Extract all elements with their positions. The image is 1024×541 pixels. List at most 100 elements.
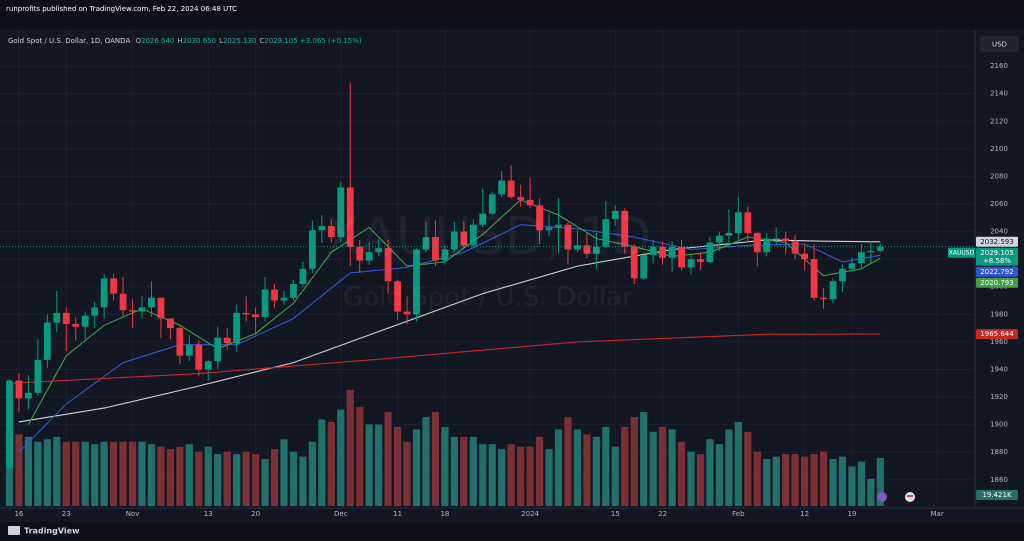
candle-body (574, 245, 581, 250)
candle-body (876, 246, 884, 251)
x-tick-label: 22 (658, 510, 667, 518)
candle-body (791, 241, 799, 254)
candle-body (488, 194, 496, 214)
volume-bar (460, 436, 468, 506)
volume-bar (346, 389, 354, 506)
candle-body (166, 318, 174, 329)
x-tick-label: 16 (14, 510, 23, 518)
candle-body (526, 199, 534, 206)
candle-body (734, 212, 742, 233)
volume-bar (659, 426, 667, 506)
volume-bar (251, 454, 260, 506)
candle-body (469, 224, 477, 246)
candle-body (744, 212, 752, 233)
volume-bar (753, 451, 761, 506)
candle-body (867, 250, 875, 253)
currency[interactable]: USD (992, 41, 1007, 49)
candle-body (460, 231, 468, 246)
x-tick-label: 11 (393, 510, 402, 518)
candle-body (356, 246, 364, 261)
symbol-label-box (948, 247, 975, 258)
candle-body (403, 311, 411, 315)
price-label-box (976, 247, 1018, 266)
y-tick-label: 1980 (990, 310, 1008, 318)
candle-body (422, 237, 430, 250)
volume-bar (119, 441, 127, 506)
x-tick-label: 20 (251, 510, 260, 518)
candle-body (536, 205, 543, 231)
y-tick-label: 2060 (990, 200, 1008, 208)
volume-bar (715, 444, 724, 506)
publisher: runprofits published on TradingView.com,… (6, 5, 237, 13)
candle-body (308, 230, 316, 269)
x-tick-label: 23 (62, 510, 71, 518)
candle-body (72, 323, 80, 327)
candle-body (24, 392, 32, 399)
volume-bar (81, 441, 89, 506)
volume-bar (876, 457, 884, 506)
candle-body (545, 227, 553, 231)
ohlc-key: O (135, 37, 141, 45)
y-tick-label: 2040 (990, 228, 1008, 236)
candle-body (498, 180, 506, 195)
candle-body (318, 226, 326, 231)
event-icon[interactable] (877, 492, 887, 502)
currency-button[interactable] (980, 36, 1019, 52)
volume-bar (327, 421, 335, 506)
candle-body (365, 252, 373, 261)
candle-body (100, 278, 108, 308)
candle-body (195, 344, 203, 370)
candle-body (223, 337, 231, 344)
price-label: 1965.644 (980, 330, 1014, 338)
volume-bar (270, 449, 279, 506)
candle-body (716, 235, 723, 243)
volume-bar (5, 431, 14, 506)
volume-bar (838, 456, 847, 506)
price-label-box (976, 266, 1018, 277)
volume-bar (526, 446, 534, 506)
ohlc-value: 2029.105 (264, 37, 298, 45)
candle-body (62, 312, 70, 324)
volume-bar (261, 459, 269, 506)
y-tick-label: 1920 (990, 393, 1008, 401)
price-label: 2020.793 (980, 279, 1013, 287)
candle-body (148, 297, 155, 308)
volume-bar (204, 446, 212, 506)
volume-bar (242, 451, 250, 506)
volume-bar (24, 436, 32, 506)
candle-body (706, 242, 714, 262)
candle-body (687, 259, 695, 268)
volume-bar (782, 454, 790, 506)
volume-bar (706, 439, 714, 506)
volume-bar (744, 431, 752, 506)
volume-bar (223, 451, 231, 506)
change: +3.065 (+0.15%) (299, 37, 362, 45)
candle-body (640, 255, 648, 279)
candle-body (214, 337, 222, 362)
candle-body (659, 246, 667, 258)
candle-body (185, 344, 193, 356)
candle-body (858, 252, 865, 264)
volume-bar (725, 429, 733, 506)
y-tick-label: 2140 (990, 90, 1008, 98)
x-tick-label: 19 (847, 510, 856, 518)
candle-body (15, 380, 23, 399)
brand: TradingView (24, 527, 80, 536)
volume-bar (810, 454, 818, 506)
candle-body (507, 180, 515, 198)
volume-bar (431, 412, 440, 506)
volume-bar (233, 454, 241, 506)
ohlc-value: 2025.130 (222, 37, 257, 45)
volume-bar (517, 446, 525, 506)
volume-bar (479, 444, 487, 506)
watermark: Gold Spot / U.S. Dollar (343, 283, 633, 313)
price-label-box (976, 277, 1018, 288)
volume-bar (630, 417, 638, 506)
ohlc-key: L (219, 37, 223, 45)
candle-body (242, 312, 250, 315)
volume-bar (214, 454, 222, 506)
volume-bar (365, 424, 373, 506)
candle-body (829, 281, 837, 300)
symbol-label: XAUUSD (949, 249, 975, 256)
